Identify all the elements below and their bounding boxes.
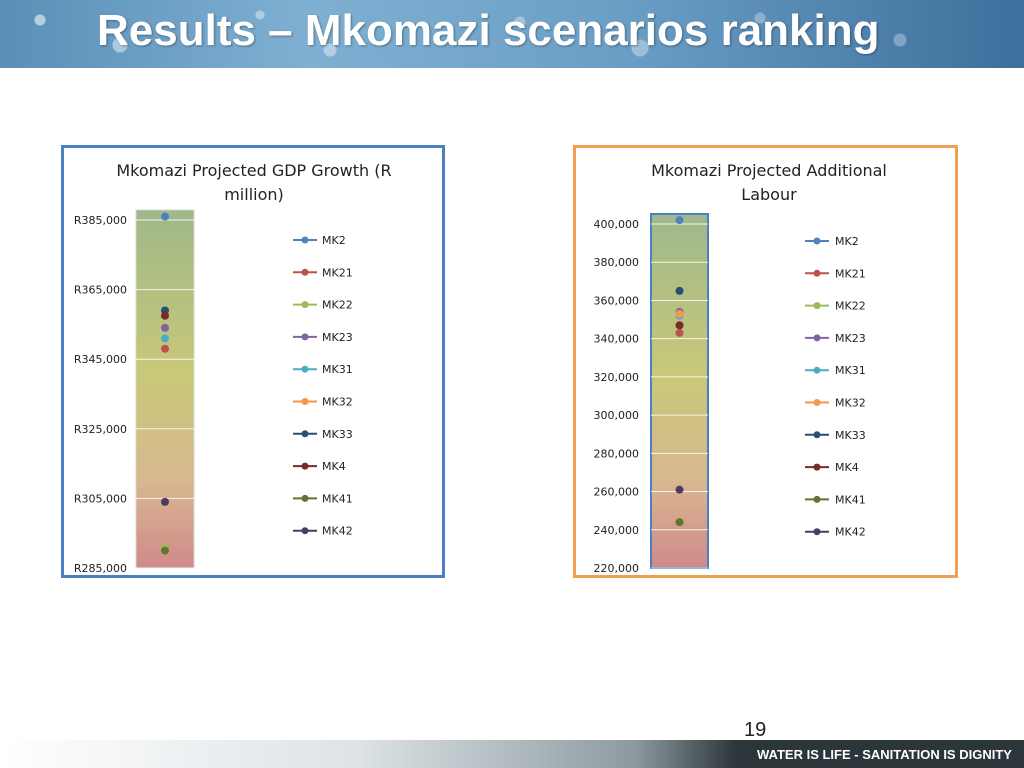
y-tick-label: 240,000 <box>594 524 640 537</box>
legend-label: MK32 <box>322 396 353 409</box>
legend-marker <box>813 269 821 277</box>
legend-label: MK23 <box>835 332 866 345</box>
gdp-chart-canvas: Mkomazi Projected GDP Growth (R million) R… <box>74 161 392 575</box>
data-point-mk21 <box>161 344 169 353</box>
chart-title-line: million) <box>224 185 284 204</box>
legend-label: MK32 <box>835 397 866 410</box>
y-tick-label: R285,000 <box>74 562 127 575</box>
y-tick-label: 380,000 <box>594 256 640 269</box>
y-tick-label: R365,000 <box>74 284 127 297</box>
legend-label: MK41 <box>835 493 866 506</box>
legend-label: MK42 <box>835 526 866 539</box>
legend-label: MK21 <box>322 266 353 279</box>
slide-title: Results – Mkomazi scenarios ranking <box>97 6 880 55</box>
y-tick-label: 400,000 <box>594 218 640 231</box>
legend-label: MK23 <box>322 331 353 344</box>
labour-chart-canvas: Mkomazi Projected Additional Labour 220,00… <box>594 161 887 575</box>
y-tick-label: R385,000 <box>74 214 127 227</box>
legend-marker <box>301 236 309 244</box>
legend-label: MK42 <box>322 525 353 538</box>
legend-marker <box>301 398 309 405</box>
legend-marker <box>813 237 821 245</box>
chart-title-line: Labour <box>741 185 797 204</box>
data-point-mk2 <box>161 212 169 221</box>
legend-label: MK21 <box>835 267 866 280</box>
y-tick-label: 260,000 <box>594 486 640 499</box>
legend-label: MK33 <box>322 428 353 441</box>
data-point-mk42 <box>161 497 169 506</box>
chart-title-line: Mkomazi Projected GDP Growth (R <box>116 161 391 180</box>
legend-label: MK2 <box>322 234 346 247</box>
legend-marker <box>813 495 821 503</box>
footer-bar <box>0 740 1024 768</box>
data-point-mk31 <box>161 334 169 343</box>
legend-marker <box>301 301 309 309</box>
y-tick-label: 220,000 <box>594 562 640 575</box>
data-point-mk33 <box>675 286 684 295</box>
y-tick-label: 360,000 <box>594 294 640 307</box>
legend-marker <box>813 399 821 406</box>
data-point-mk4 <box>675 321 684 330</box>
data-point-mk2 <box>675 216 684 225</box>
legend-marker <box>813 528 821 536</box>
legend-label: MK41 <box>322 492 353 505</box>
chart-title-line: Mkomazi Projected Additional <box>651 161 887 180</box>
legend-marker <box>301 333 309 341</box>
legend-label: MK22 <box>322 299 353 312</box>
legend-marker <box>301 527 309 535</box>
legend-marker <box>301 462 309 470</box>
y-tick-label: 300,000 <box>594 409 640 422</box>
legend-marker <box>813 463 821 471</box>
legend-marker <box>813 431 821 439</box>
legend-label: MK22 <box>835 300 866 313</box>
y-tick-label: 340,000 <box>594 333 640 346</box>
additional-labour-chart: Mkomazi Projected Additional Labour 220,00… <box>573 145 958 578</box>
data-point-mk21 <box>675 328 684 337</box>
y-tick-label: R305,000 <box>74 492 127 505</box>
y-tick-label: 280,000 <box>594 447 640 460</box>
data-point-mk23 <box>161 323 169 332</box>
y-tick-label: 320,000 <box>594 371 640 384</box>
data-point-mk41 <box>675 518 684 527</box>
data-point-mk4 <box>161 311 169 320</box>
y-tick-label: R325,000 <box>74 423 127 436</box>
legend-marker <box>301 268 309 276</box>
legend-label: MK4 <box>322 460 346 473</box>
legend-marker <box>813 334 821 342</box>
legend-label: MK4 <box>835 461 859 474</box>
plot-area <box>650 213 709 569</box>
y-tick-label: R345,000 <box>74 353 127 366</box>
data-point-mk41 <box>161 546 169 555</box>
data-point-mk42 <box>675 485 684 494</box>
legend-label: MK31 <box>835 364 866 377</box>
page-number: 19 <box>744 719 767 741</box>
legend-marker <box>301 430 309 438</box>
legend-label: MK2 <box>835 235 859 248</box>
legend-label: MK31 <box>322 363 353 376</box>
title-banner: Results – Mkomazi scenarios ranking <box>0 0 1024 68</box>
legend-label: MK33 <box>835 429 866 442</box>
water-drops-decoration <box>0 0 1024 68</box>
gdp-growth-chart: Mkomazi Projected GDP Growth (R million) R… <box>61 145 445 578</box>
legend-marker <box>301 494 309 502</box>
data-point-mk32 <box>675 309 684 318</box>
plot-area <box>135 209 195 569</box>
legend-marker <box>813 366 821 374</box>
legend-marker <box>813 302 821 310</box>
footer-tagline: WATER IS LIFE - SANITATION IS DIGNITY <box>757 747 1012 762</box>
legend-marker <box>301 365 309 373</box>
